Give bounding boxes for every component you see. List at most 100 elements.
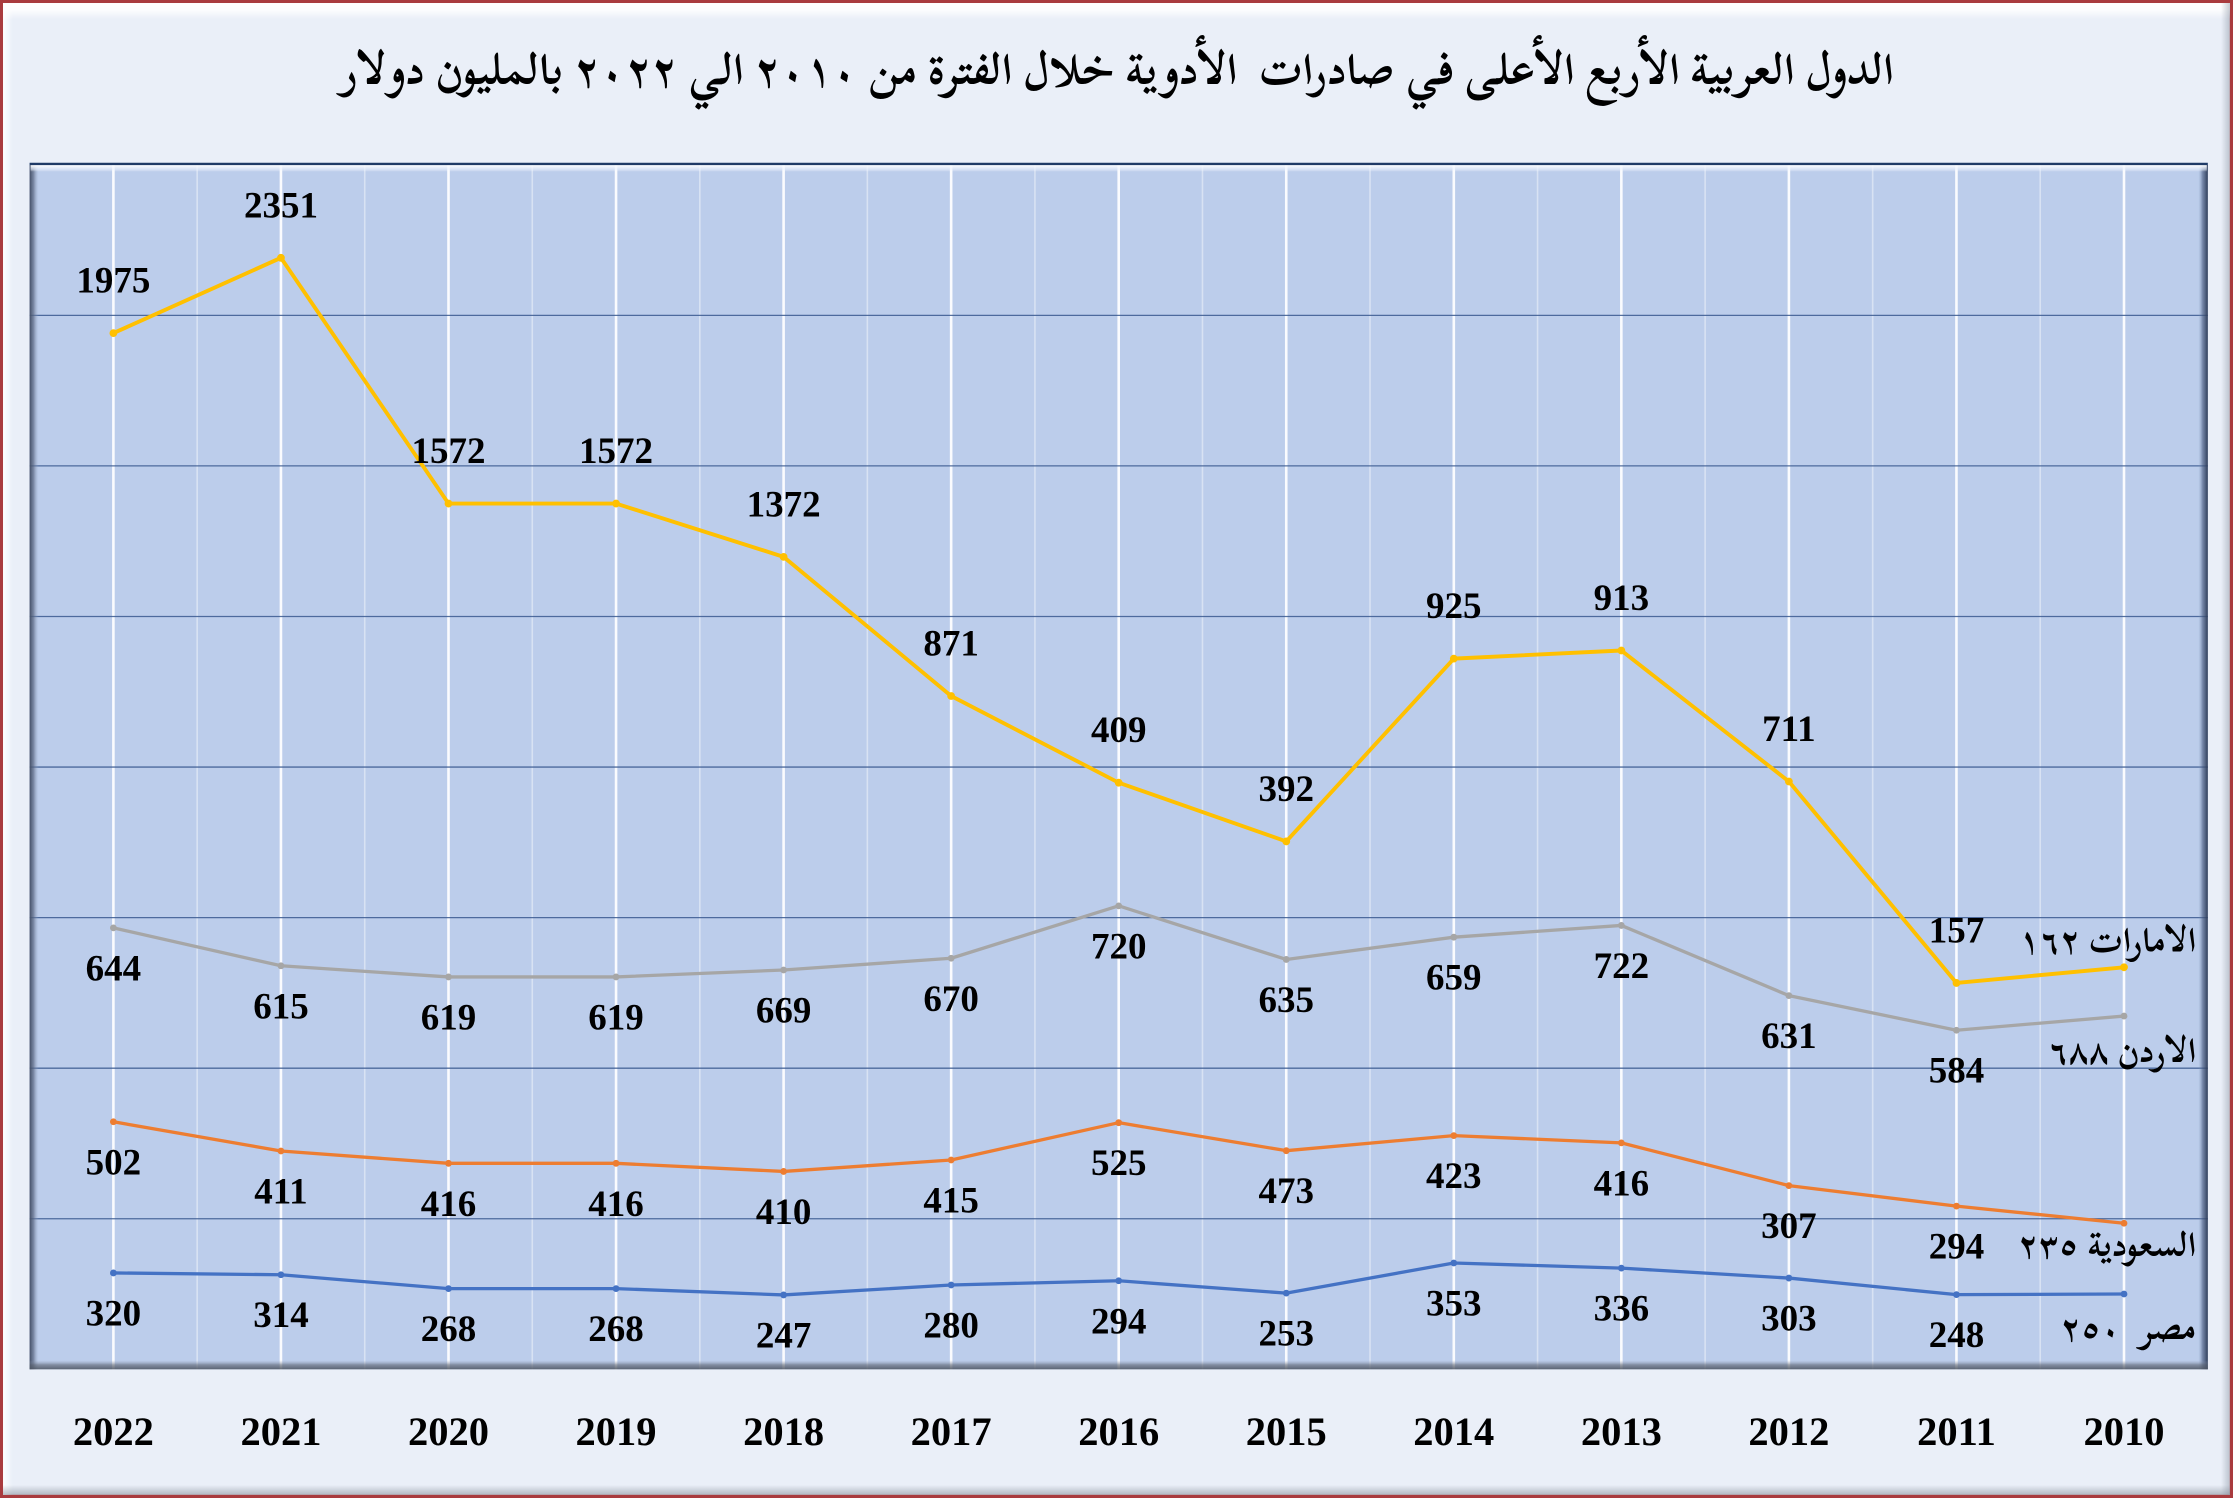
data-label-egypt: 268 [588,1309,644,1350]
series-marker-saudi-arabia [1785,1182,1793,1190]
year-label: 2020 [408,1409,489,1454]
series-marker-jordan [1617,922,1625,929]
series-marker-jordan [1785,992,1793,999]
year-label: 2011 [1917,1409,1996,1454]
year-label: 2010 [2084,1409,2165,1454]
series-marker-jordan [612,973,620,981]
data-label-jordan: 631 [1761,1016,1817,1057]
data-label-egypt: 268 [421,1309,477,1350]
year-label: 2012 [1748,1409,1829,1454]
data-label-uae: 1975 [76,261,150,302]
plot-bevel-bottom [29,1360,2208,1370]
year-label: 2019 [576,1409,657,1454]
series-marker-egypt [445,1285,452,1292]
series-marker-jordan [1953,1026,1960,1034]
series-marker-egypt [947,1281,955,1289]
plot-bevel-right [2198,165,2208,1370]
series-marker-uae [109,329,118,338]
series-marker-egypt [1450,1259,1458,1267]
series-marker-uae [779,552,788,561]
series-end-label-uae: الامارات ١٦٢ [2019,907,2196,977]
data-label-saudi-arabia: 415 [923,1181,979,1222]
series-marker-saudi-arabia [445,1159,452,1167]
data-label-uae: 392 [1259,769,1315,810]
data-label-uae: 1572 [412,431,486,472]
chart-bevel-left [3,3,13,1495]
chart-bevel-top [3,3,2230,19]
year-label: 2021 [240,1409,321,1454]
series-marker-jordan [1450,933,1458,941]
data-label-saudi-arabia: 411 [254,1171,307,1212]
series-marker-egypt [277,1271,285,1279]
data-label-egypt: 294 [1091,1301,1147,1342]
data-label-uae: 1372 [747,484,821,525]
series-marker-uae [1617,646,1626,655]
data-label-egypt: 314 [253,1295,309,1336]
data-label-saudi-arabia: 473 [1259,1171,1315,1212]
series-marker-saudi-arabia [277,1147,285,1155]
data-label-egypt: 336 [1594,1289,1650,1330]
series-marker-egypt [1953,1291,1960,1299]
data-label-egypt: 320 [86,1293,142,1334]
series-marker-egypt [1115,1277,1123,1285]
data-label-saudi-arabia: 416 [421,1184,477,1225]
data-label-uae: 925 [1426,586,1482,627]
series-marker-jordan [277,962,285,970]
series-marker-saudi-arabia [1617,1139,1625,1147]
series-marker-uae [1952,979,1961,987]
chart-title: الدول العربية الأربع الأعلى في صادرات ال… [339,25,1894,115]
data-label-saudi-arabia: 423 [1426,1156,1482,1197]
series-marker-uae [1449,654,1458,663]
data-label-jordan: 615 [253,986,309,1027]
chart-bevel-right [2221,3,2230,1495]
series-marker-saudi-arabia [1450,1132,1458,1140]
year-label: 2015 [1246,1409,1327,1454]
data-label-saudi-arabia: 307 [1761,1206,1817,1247]
series-marker-jordan [1115,902,1123,910]
data-label-saudi-arabia: 410 [756,1192,812,1233]
series-marker-saudi-arabia [1282,1147,1290,1155]
series-marker-uae [1785,777,1793,786]
series-marker-uae [947,692,956,700]
series-marker-uae [1282,837,1291,846]
data-label-uae: 711 [1762,709,1815,750]
data-label-jordan: 669 [756,991,812,1032]
series-marker-uae [1114,778,1123,787]
series-marker-saudi-arabia [780,1168,787,1175]
series-marker-jordan [780,966,787,974]
data-label-jordan: 722 [1594,946,1650,987]
chart-bevel-bottom [3,1485,2230,1495]
data-label-uae: 2351 [244,185,318,226]
series-marker-uae [612,499,620,508]
year-label: 2018 [743,1409,824,1454]
data-label-uae: 157 [1929,910,1985,951]
series-marker-jordan [445,973,452,981]
series-marker-egypt [110,1269,117,1277]
series-marker-saudi-arabia [2120,1219,2128,1227]
data-label-saudi-arabia: 416 [588,1184,644,1225]
year-label: 2013 [1581,1409,1662,1454]
data-label-egypt: 353 [1426,1284,1482,1325]
series-marker-egypt [1617,1264,1625,1272]
year-label: 2014 [1413,1409,1494,1454]
data-label-egypt: 253 [1259,1314,1315,1355]
series-marker-jordan [1282,956,1290,963]
data-label-jordan: 619 [421,997,477,1038]
data-label-uae: 871 [923,623,979,664]
data-label-uae: 1572 [579,431,653,472]
series-marker-saudi-arabia [110,1118,117,1126]
series-end-label-egypt: مصر ٢٥٠ [2060,1294,2196,1364]
series-end-label-jordan: الاردن ٦٨٨ [2048,1017,2196,1087]
series-marker-uae [444,499,453,508]
data-label-jordan: 720 [1091,926,1147,967]
data-label-uae: 913 [1594,578,1650,619]
series-marker-egypt [780,1291,787,1299]
plot-bevel-left [29,165,39,1370]
series-marker-jordan [110,924,117,932]
series-marker-saudi-arabia [947,1156,955,1164]
series-marker-egypt [2120,1290,2128,1298]
year-label: 2022 [73,1409,154,1454]
data-label-saudi-arabia: 294 [1929,1227,1985,1268]
